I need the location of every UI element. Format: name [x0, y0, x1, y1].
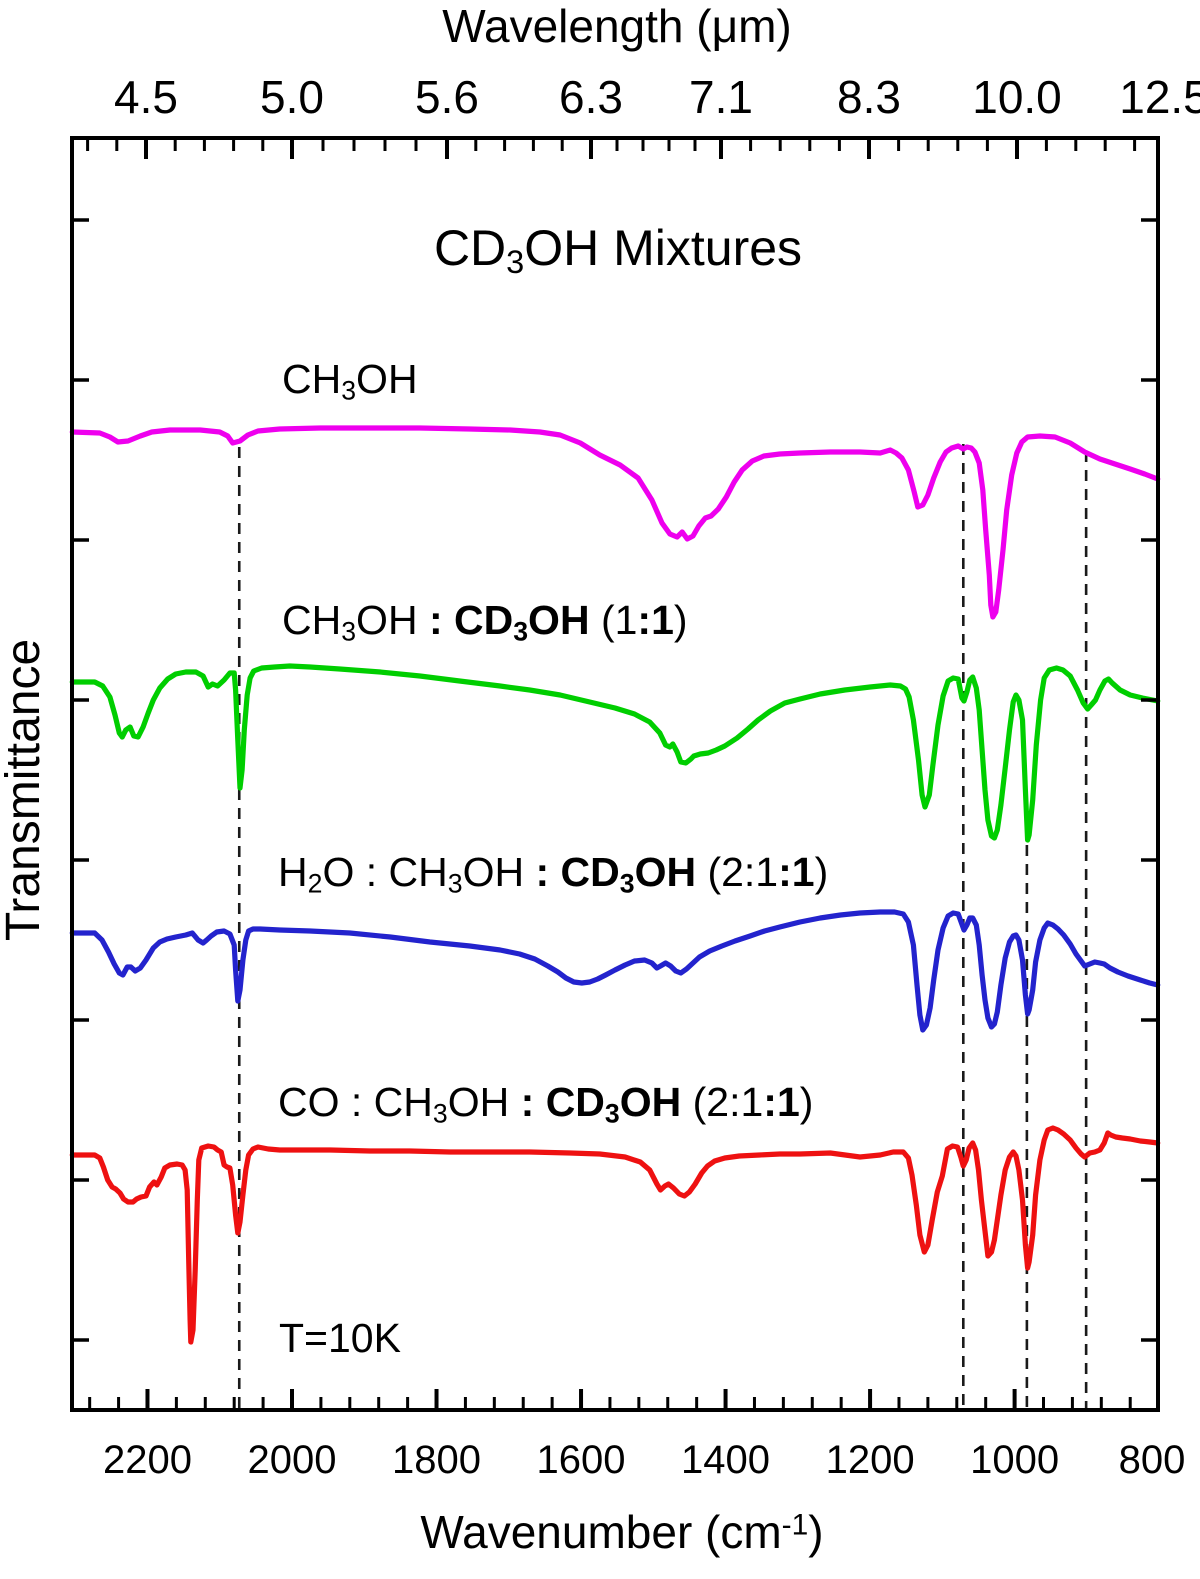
label-segment: 3 — [341, 375, 357, 406]
spectra — [69, 425, 1161, 1345]
top-tick-label: 8.3 — [837, 71, 901, 123]
spectrum-h2o-ch3oh-cd3oh — [69, 909, 1161, 1033]
plot-frame — [70, 136, 1160, 1412]
label-segment: : — [428, 597, 454, 643]
curve-label-h2o-ch3oh-cd3oh: H2O : CH3OH : CD3OH (2:1:1) — [278, 849, 829, 899]
top-tick-label: 6.3 — [559, 71, 623, 123]
top-tick-label: 5.0 — [260, 71, 324, 123]
bottom-tick-label: 1000 — [970, 1438, 1060, 1482]
label-segment: ) — [814, 849, 829, 895]
label-segment: 3 — [513, 616, 529, 647]
label-segment: CD — [545, 1079, 605, 1125]
top-tick-label: 4.5 — [114, 71, 178, 123]
label-segment: OH — [356, 597, 429, 643]
spectrum-co-ch3oh-cd3oh — [69, 1125, 1161, 1345]
label-segment: 1 — [651, 597, 674, 643]
bottom-axis-title: Wavenumber (cm-1) — [420, 1508, 823, 1556]
label-segment: 1 — [791, 849, 815, 895]
label-segment: 2 — [307, 868, 323, 899]
label-segment: CH — [282, 597, 342, 643]
label-segment: : — [520, 1079, 546, 1125]
top-tick-label: 12.5 — [1119, 71, 1200, 123]
top-ticks — [86, 138, 1137, 159]
bottom-tick-label: 1800 — [392, 1438, 482, 1482]
label-segment: OH — [462, 849, 536, 895]
spectrum-ch3oh — [69, 425, 1161, 620]
dashed-guides — [237, 444, 1088, 1410]
label-segment: CO : CH — [278, 1079, 433, 1125]
label-segment: 3 — [432, 1098, 448, 1129]
label-segment: OH Mixtures — [524, 220, 803, 276]
label-segment: OH — [356, 356, 418, 402]
y-axis-title: Transmittance — [0, 638, 50, 942]
spectrum-ch3oh-cd3oh — [69, 663, 1161, 843]
temperature-label: T=10K — [279, 1315, 401, 1361]
label-segment: CD — [454, 597, 514, 643]
label-segment: 3 — [447, 868, 463, 899]
label-segment: OH — [619, 1079, 682, 1125]
label-segment: Wavenumber (cm — [420, 1506, 782, 1558]
label-segment: CD — [560, 849, 620, 895]
curve-label-co-ch3oh-cd3oh: CO : CH3OH : CD3OH (2:1:1) — [278, 1079, 814, 1129]
label-segment: 1 — [776, 1079, 800, 1125]
bottom-tick-label: 1600 — [536, 1438, 626, 1482]
label-segment: 3 — [619, 868, 635, 899]
curve-label-ch3oh: CH3OH — [282, 356, 418, 406]
label-segment: 3 — [604, 1098, 620, 1129]
label-segment: OH — [634, 849, 697, 895]
label-segment: O : CH — [322, 849, 448, 895]
bottom-tick-label: 1200 — [825, 1438, 915, 1482]
label-segment: : — [637, 597, 652, 643]
label-segment: ) — [808, 1506, 824, 1558]
label-segment: (1 — [589, 597, 638, 643]
label-segment: ) — [673, 597, 688, 643]
bottom-tick-label: 1400 — [681, 1438, 771, 1482]
label-segment: (2:1 — [696, 849, 779, 895]
top-tick-label: 7.1 — [689, 71, 753, 123]
y-ticks — [72, 218, 1158, 1342]
label-segment: OH — [447, 1079, 521, 1125]
label-segment: : — [535, 849, 561, 895]
label-segment: -1 — [781, 1508, 809, 1542]
label-segment: H — [278, 849, 308, 895]
label-segment: 3 — [341, 616, 357, 647]
bottom-tick-label: 2200 — [102, 1438, 192, 1482]
curve-label-ch3oh-cd3oh: CH3OH : CD3OH (1:1) — [282, 597, 688, 647]
label-segment: OH — [528, 597, 590, 643]
top-tick-label: 10.0 — [972, 71, 1062, 123]
plot-title: CD3OH Mixtures — [434, 222, 802, 279]
top-axis-title: Wavelength (μm) — [442, 2, 791, 50]
top-tick-label: 5.6 — [415, 71, 479, 123]
label-segment: CH — [282, 356, 342, 402]
label-segment: Wavelength (μm) — [442, 0, 792, 52]
bottom-ticks — [88, 1389, 1132, 1410]
label-segment: ) — [799, 1079, 814, 1125]
bottom-tick-label: 800 — [1118, 1438, 1186, 1482]
label-segment: : — [778, 849, 792, 895]
bottom-tick-label: 2000 — [247, 1438, 337, 1482]
label-segment: (2:1 — [681, 1079, 764, 1125]
label-segment: CD — [433, 220, 507, 276]
label-segment: : — [763, 1079, 777, 1125]
label-segment: 3 — [506, 244, 525, 281]
